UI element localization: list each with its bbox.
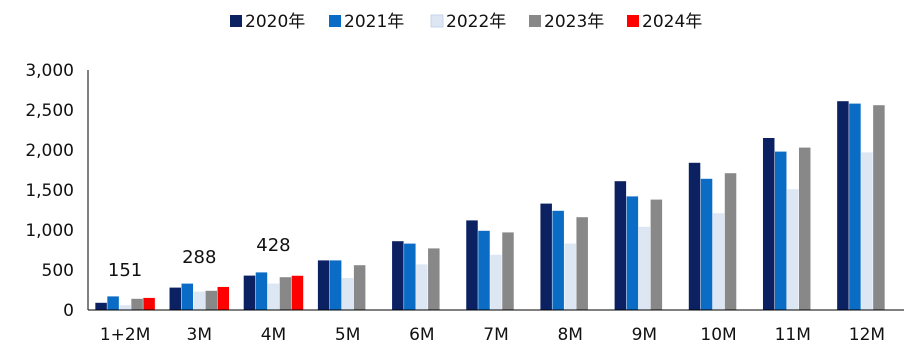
data-label-2024: 428	[256, 235, 290, 256]
bar-2022年-12M	[861, 152, 873, 310]
bar-2022年-8M	[564, 243, 576, 310]
data-label-2024: 288	[182, 247, 216, 268]
bar-2020年-1+2M	[95, 302, 107, 310]
bar-2022年-6M	[416, 264, 428, 310]
y-tick-label: 0	[63, 301, 74, 321]
bar-2022年-11M	[786, 189, 799, 310]
bar-2023年-8M	[576, 217, 588, 310]
bar-2023年-11M	[798, 147, 811, 310]
legend-swatch-1	[329, 15, 341, 27]
bar-2023年-5M	[353, 265, 366, 310]
bar-2020年-10M	[688, 162, 701, 310]
bar-2022年-1+2M	[119, 305, 131, 310]
x-tick-label: 5M	[335, 325, 360, 345]
bar-2023年-10M	[724, 173, 737, 310]
x-tick-label: 3M	[187, 325, 212, 345]
y-tick-label: 2,000	[25, 141, 74, 161]
legend-label-4: 2024年	[642, 12, 702, 32]
data-labels: 151 288 428	[108, 235, 291, 281]
bar-2020年-6M	[392, 241, 404, 310]
x-tick-label: 8M	[557, 325, 582, 345]
bar-2023年-6M	[428, 248, 440, 310]
bar-2020年-8M	[540, 203, 552, 310]
bar-2020年-4M	[243, 275, 256, 310]
bar-2022年-5M	[341, 278, 354, 310]
legend: 2020年 2021年 2022年 2023年 2024年	[230, 12, 702, 32]
legend-swatch-2	[430, 14, 444, 28]
y-tick-label: 3,000	[25, 61, 74, 81]
bar-2021年-5M	[329, 260, 342, 310]
y-tick-label: 500	[42, 261, 74, 281]
bar-2022年-7M	[490, 254, 502, 310]
bar-2024年-1+2M	[143, 297, 155, 310]
bar-2022年-9M	[638, 226, 651, 310]
bar-2021年-7M	[478, 230, 490, 310]
x-tick-label: 4M	[261, 325, 286, 345]
bars	[95, 101, 885, 310]
bar-2021年-11M	[774, 151, 787, 310]
bar-2021年-10M	[700, 178, 713, 310]
y-tick-label: 1,500	[25, 181, 74, 201]
bar-2020年-11M	[762, 138, 775, 310]
x-tick-label: 12M	[849, 325, 885, 345]
x-tick-label: 7M	[483, 325, 508, 345]
bar-2023年-1+2M	[131, 298, 143, 310]
x-tick-label: 6M	[409, 325, 434, 345]
legend-swatch-0	[230, 15, 242, 27]
bar-2021年-1+2M	[107, 296, 119, 310]
bar-2020年-9M	[614, 181, 627, 310]
bar-2020年-5M	[317, 260, 330, 310]
bar-2022年-3M	[193, 291, 206, 310]
y-tick-label: 1,000	[25, 221, 74, 241]
data-label-2024: 151	[108, 260, 142, 281]
bar-2021年-8M	[552, 210, 564, 310]
bar-2023年-12M	[873, 105, 885, 310]
bar-2022年-10M	[712, 213, 725, 310]
bar-2023年-7M	[502, 232, 514, 310]
bar-2024年-4M	[291, 275, 304, 310]
bar-2020年-3M	[169, 287, 182, 310]
legend-swatch-3	[529, 15, 541, 27]
x-axis: 1+2M 3M 4M 5M 6M 7M 8M 9M 10M 11M 12M	[87, 70, 904, 345]
x-tick-label: 11M	[775, 325, 811, 345]
bar-2022年-4M	[267, 283, 280, 310]
bar-2021年-12M	[849, 103, 861, 310]
bar-2021年-6M	[404, 243, 416, 310]
y-tick-label: 2,500	[25, 101, 74, 121]
y-axis: 0 500 1,000 1,500 2,000 2,500 3,000	[25, 61, 74, 321]
bar-2023年-3M	[205, 290, 218, 310]
legend-swatch-4	[627, 15, 639, 27]
bar-2021年-3M	[181, 283, 194, 310]
bar-2023年-9M	[650, 199, 663, 310]
bar-2020年-12M	[837, 101, 849, 310]
bar-2021年-9M	[626, 196, 639, 310]
legend-label-0: 2020年	[245, 12, 305, 32]
bar-2023年-4M	[279, 277, 292, 310]
legend-label-1: 2021年	[344, 12, 404, 32]
x-tick-label: 1+2M	[100, 325, 151, 345]
bar-2021年-4M	[255, 272, 268, 310]
x-tick-label: 10M	[700, 325, 736, 345]
bar-2024年-3M	[217, 286, 230, 310]
x-tick-label: 9M	[632, 325, 657, 345]
legend-label-2: 2022年	[446, 12, 506, 32]
bar-2020年-7M	[466, 220, 478, 310]
legend-label-3: 2023年	[544, 12, 604, 32]
